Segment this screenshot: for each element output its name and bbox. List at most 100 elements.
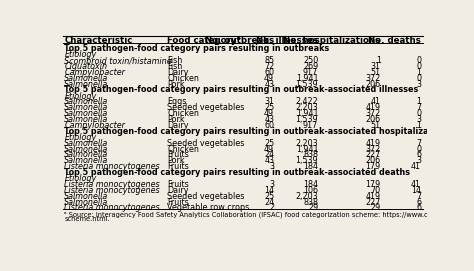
Text: 179: 179 bbox=[365, 162, 381, 171]
Text: 0: 0 bbox=[416, 62, 421, 71]
Text: 179: 179 bbox=[365, 180, 381, 189]
Text: Dairy: Dairy bbox=[167, 68, 189, 77]
Text: Listeria monocytogenes: Listeria monocytogenes bbox=[64, 162, 160, 171]
Text: Fish: Fish bbox=[167, 62, 182, 71]
Text: 43: 43 bbox=[264, 156, 274, 165]
Text: 29: 29 bbox=[371, 204, 381, 212]
Text: 0: 0 bbox=[416, 56, 421, 65]
Text: Fish: Fish bbox=[167, 56, 182, 65]
Text: Pork: Pork bbox=[167, 115, 185, 124]
Text: ᵃ Source: Interagency Food Safety Analytics Collaboration (IFSAC) food categoriz: ᵃ Source: Interagency Food Safety Analyt… bbox=[64, 211, 474, 218]
Text: 1,539: 1,539 bbox=[296, 79, 318, 89]
Text: 227: 227 bbox=[365, 150, 381, 159]
Text: Salmonella: Salmonella bbox=[64, 198, 109, 207]
Text: 6: 6 bbox=[416, 198, 421, 207]
Text: Fruits: Fruits bbox=[167, 150, 189, 159]
Text: 0: 0 bbox=[416, 109, 421, 118]
Text: 206: 206 bbox=[365, 115, 381, 124]
Text: 3: 3 bbox=[416, 115, 421, 124]
Text: 3: 3 bbox=[416, 79, 421, 89]
Text: 25: 25 bbox=[264, 139, 274, 148]
Text: 31: 31 bbox=[264, 97, 274, 106]
Text: 2,422: 2,422 bbox=[295, 97, 318, 106]
Text: 6: 6 bbox=[416, 150, 421, 159]
Text: Scombroid toxin/histamine: Scombroid toxin/histamine bbox=[64, 56, 172, 65]
Text: Top 5 pathogen-food category pairs resulting in outbreak-associated deaths: Top 5 pathogen-food category pairs resul… bbox=[64, 168, 410, 177]
Text: 14: 14 bbox=[411, 186, 421, 195]
Text: 31: 31 bbox=[371, 62, 381, 71]
Text: 7: 7 bbox=[416, 103, 421, 112]
Text: 1: 1 bbox=[376, 56, 381, 65]
Text: 24: 24 bbox=[264, 198, 274, 207]
Text: 41: 41 bbox=[371, 97, 381, 106]
Text: 1,539: 1,539 bbox=[296, 156, 318, 165]
Text: Dairy: Dairy bbox=[167, 121, 189, 130]
Text: 2,203: 2,203 bbox=[296, 139, 318, 148]
Text: 2,203: 2,203 bbox=[296, 192, 318, 201]
Text: Salmonella: Salmonella bbox=[64, 109, 109, 118]
Text: 269: 269 bbox=[303, 62, 318, 71]
Text: 206: 206 bbox=[365, 156, 381, 165]
Text: 0: 0 bbox=[416, 74, 421, 83]
Text: Top 5 pathogen-food category pairs resulting in outbreaks: Top 5 pathogen-food category pairs resul… bbox=[64, 44, 329, 53]
Text: 1: 1 bbox=[416, 121, 421, 130]
Text: No. deaths: No. deaths bbox=[368, 36, 421, 45]
Text: Salmonella: Salmonella bbox=[64, 144, 109, 154]
Text: Salmonella: Salmonella bbox=[64, 156, 109, 165]
Text: 14: 14 bbox=[264, 186, 274, 195]
Text: 917: 917 bbox=[303, 68, 318, 77]
Text: Etiology: Etiology bbox=[64, 92, 97, 101]
Text: Listeria monocytogenes: Listeria monocytogenes bbox=[64, 186, 160, 195]
Text: Chicken: Chicken bbox=[167, 109, 199, 118]
Text: 49: 49 bbox=[264, 74, 274, 83]
Text: Listeria monocytogenes: Listeria monocytogenes bbox=[64, 180, 160, 189]
Text: Pork: Pork bbox=[167, 79, 185, 89]
Text: No. outbreaks: No. outbreaks bbox=[205, 36, 274, 45]
Text: Campylobacter: Campylobacter bbox=[64, 68, 125, 77]
Text: 51: 51 bbox=[371, 68, 381, 77]
Text: Salmonella: Salmonella bbox=[64, 97, 109, 106]
Text: 3: 3 bbox=[416, 156, 421, 165]
Text: 1,941: 1,941 bbox=[296, 109, 318, 118]
Text: Salmonella: Salmonella bbox=[64, 139, 109, 148]
Text: 0: 0 bbox=[416, 144, 421, 154]
Text: 25: 25 bbox=[264, 103, 274, 112]
Text: Top 5 pathogen-food category pairs resulting in outbreak-associated hospitalizat: Top 5 pathogen-food category pairs resul… bbox=[64, 127, 451, 136]
Text: 227: 227 bbox=[365, 198, 381, 207]
Text: Top 5 pathogen-food category pairs resulting in outbreak-associated illnesses: Top 5 pathogen-food category pairs resul… bbox=[64, 85, 419, 94]
Text: 3: 3 bbox=[269, 180, 274, 189]
Text: 1,941: 1,941 bbox=[296, 74, 318, 83]
Text: 372: 372 bbox=[365, 144, 381, 154]
Text: Food categoryᵃ: Food categoryᵃ bbox=[167, 36, 241, 45]
Text: 7: 7 bbox=[416, 139, 421, 148]
Text: 24: 24 bbox=[264, 150, 274, 159]
Text: 419: 419 bbox=[365, 139, 381, 148]
Text: 49: 49 bbox=[264, 109, 274, 118]
Text: Seeded vegetables: Seeded vegetables bbox=[167, 192, 245, 201]
Text: 72: 72 bbox=[264, 62, 274, 71]
Text: 2,203: 2,203 bbox=[296, 103, 318, 112]
Text: 1,539: 1,539 bbox=[296, 115, 318, 124]
Text: 51: 51 bbox=[371, 121, 381, 130]
Text: 3: 3 bbox=[269, 162, 274, 171]
Text: 60: 60 bbox=[264, 68, 274, 77]
Text: Seeded vegetables: Seeded vegetables bbox=[167, 103, 245, 112]
Text: 184: 184 bbox=[303, 180, 318, 189]
Text: 2: 2 bbox=[269, 204, 274, 212]
Text: No. illnesses: No. illnesses bbox=[256, 36, 318, 45]
Text: Salmonella: Salmonella bbox=[64, 103, 109, 112]
Text: 838: 838 bbox=[303, 150, 318, 159]
Text: 1,941: 1,941 bbox=[296, 144, 318, 154]
Text: 250: 250 bbox=[303, 56, 318, 65]
Text: Listeria monocytogenes: Listeria monocytogenes bbox=[64, 204, 160, 212]
Text: 206: 206 bbox=[365, 79, 381, 89]
Text: Salmonella: Salmonella bbox=[64, 192, 109, 201]
Text: 7: 7 bbox=[416, 192, 421, 201]
Text: 70: 70 bbox=[371, 186, 381, 195]
Text: 1: 1 bbox=[416, 68, 421, 77]
Text: 838: 838 bbox=[303, 198, 318, 207]
Text: Characteristic: Characteristic bbox=[64, 36, 133, 45]
Text: 41: 41 bbox=[411, 162, 421, 171]
Text: Salmonella: Salmonella bbox=[64, 150, 109, 159]
Text: Salmonella: Salmonella bbox=[64, 115, 109, 124]
